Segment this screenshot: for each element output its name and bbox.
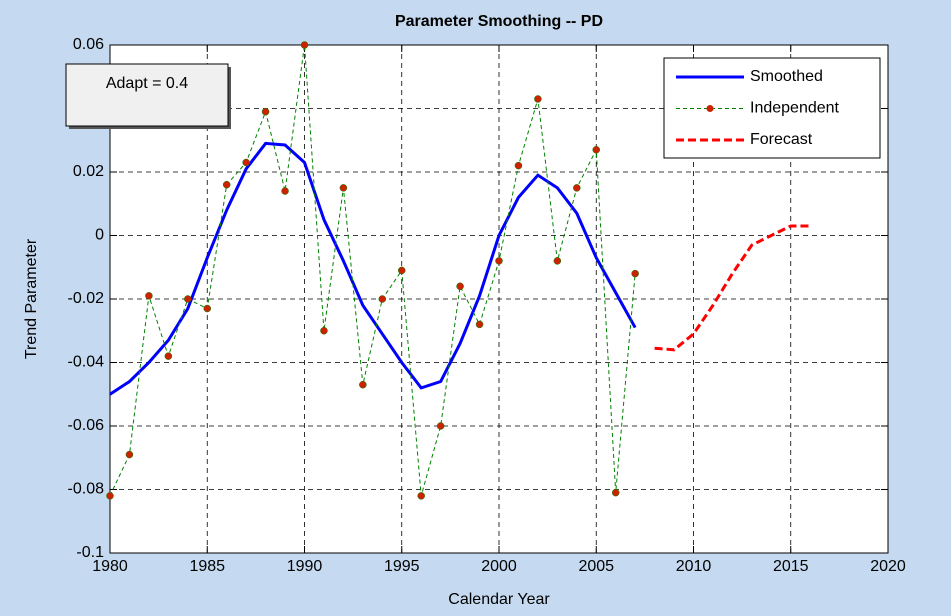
data-point	[378, 295, 387, 303]
data-point	[242, 158, 250, 167]
data-point	[359, 380, 367, 389]
data-point	[592, 146, 600, 154]
y-axis-label: Trend Parameter	[23, 238, 40, 359]
data-point	[203, 304, 211, 313]
data-point	[456, 282, 464, 291]
annotation-text: Adapt = 0.4	[106, 75, 188, 92]
data-point	[398, 266, 406, 275]
data-point	[436, 422, 445, 430]
legend-label: Forecast	[750, 131, 813, 148]
x-axis-label: Calendar Year	[448, 591, 550, 608]
data-point	[475, 320, 484, 329]
data-point	[514, 161, 523, 170]
y-tick-label: -0.1	[76, 544, 104, 561]
y-tick-label: 0.06	[73, 36, 104, 53]
y-tick-label: 0.02	[73, 163, 104, 180]
data-point	[300, 41, 309, 49]
x-tick-label: 2015	[773, 558, 809, 575]
data-point	[553, 257, 562, 265]
data-point	[534, 95, 542, 103]
x-tick-label: 2020	[870, 558, 906, 575]
data-point	[184, 295, 192, 303]
data-point	[417, 492, 425, 500]
data-point	[261, 107, 270, 116]
legend-label: Smoothed	[750, 68, 823, 85]
x-tick-label: 1990	[287, 558, 323, 575]
data-point	[573, 184, 581, 192]
legend-marker	[706, 105, 714, 112]
data-point	[106, 492, 114, 500]
y-tick-label: -0.06	[68, 417, 105, 434]
x-tick-label: 2000	[481, 558, 517, 575]
x-tick-label: 2010	[676, 558, 712, 575]
data-point	[281, 187, 289, 195]
y-tick-label: -0.02	[68, 290, 105, 307]
y-tick-label: 0	[95, 227, 104, 244]
legend-label: Independent	[750, 100, 840, 117]
axes-frame	[109, 44, 889, 554]
data-point	[222, 180, 231, 189]
x-tick-label: 2005	[578, 558, 614, 575]
data-point	[611, 488, 620, 497]
series-line	[654, 224, 811, 352]
data-point	[145, 292, 153, 300]
annotation-box	[65, 63, 229, 127]
y-tick-label: -0.08	[68, 481, 105, 498]
x-tick-label: 1995	[384, 558, 420, 575]
x-tick-label: 1980	[92, 558, 128, 575]
data-point	[631, 269, 639, 278]
data-point	[320, 327, 328, 335]
data-point	[339, 184, 348, 192]
y-tick-label: -0.04	[68, 354, 105, 371]
data-point	[495, 257, 503, 265]
data-point	[125, 450, 134, 459]
x-tick-label: 1985	[189, 558, 225, 575]
chart-title: Parameter Smoothing -- PD	[395, 13, 603, 30]
data-point	[164, 352, 173, 360]
